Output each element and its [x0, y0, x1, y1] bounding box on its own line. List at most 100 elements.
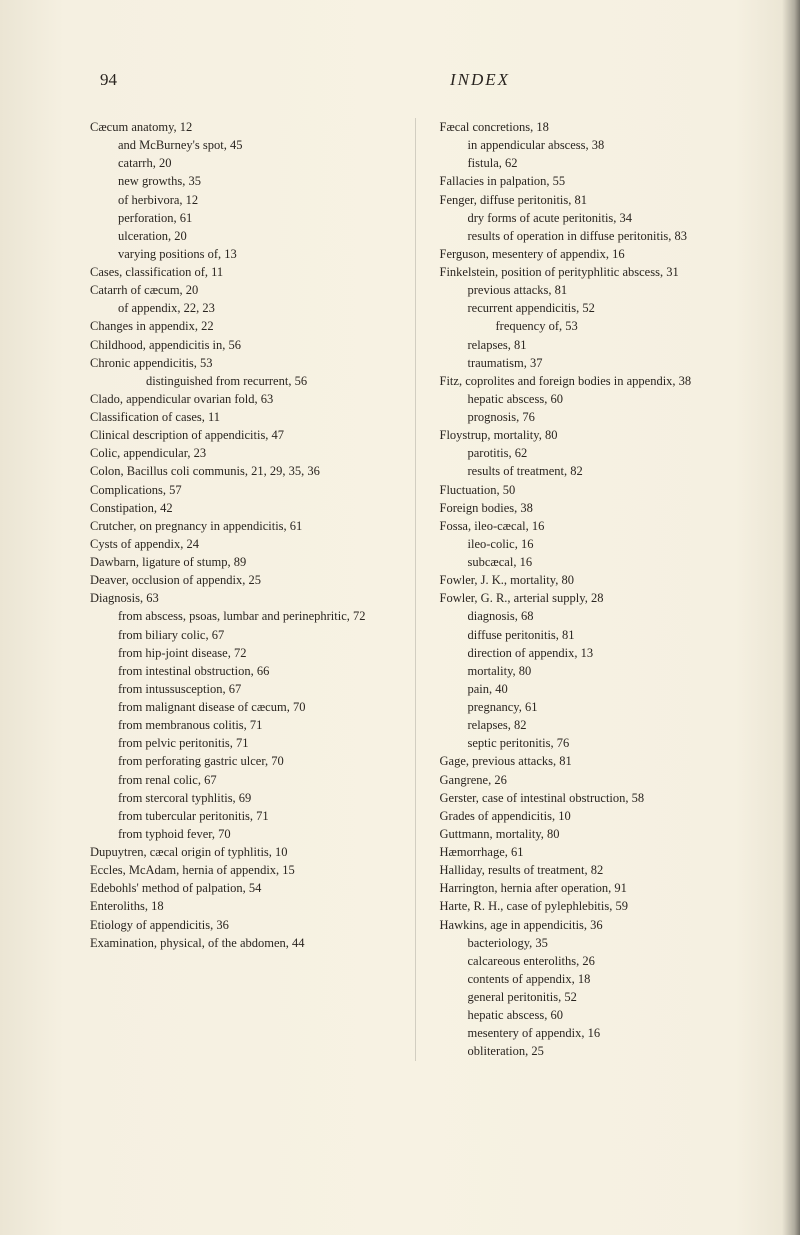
- index-entry: mesentery of appendix, 16: [440, 1024, 741, 1042]
- index-entry: traumatism, 37: [440, 354, 741, 372]
- index-entry: from perforating gastric ulcer, 70: [90, 752, 391, 770]
- index-entry: from hip-joint disease, 72: [90, 644, 391, 662]
- index-entry: Changes in appendix, 22: [90, 317, 391, 335]
- index-entry: of herbivora, 12: [90, 191, 391, 209]
- index-entry: Clado, appendicular ovarian fold, 63: [90, 390, 391, 408]
- index-entry: general peritonitis, 52: [440, 988, 741, 1006]
- index-entry: bacteriology, 35: [440, 934, 741, 952]
- index-entry: catarrh, 20: [90, 154, 391, 172]
- index-entry: Dupuytren, cæcal origin of typhlitis, 10: [90, 843, 391, 861]
- index-entry: results of treatment, 82: [440, 462, 741, 480]
- left-column: Cæcum anatomy, 12and McBurney's spot, 45…: [90, 118, 391, 1061]
- page-number: 94: [100, 70, 117, 90]
- index-entry: varying positions of, 13: [90, 245, 391, 263]
- index-entry: Halliday, results of treatment, 82: [440, 861, 741, 879]
- index-entry: from membranous colitis, 71: [90, 716, 391, 734]
- index-entry: Dawbarn, ligature of stump, 89: [90, 553, 391, 571]
- index-entry: from biliary colic, 67: [90, 626, 391, 644]
- index-entry: Fluctuation, 50: [440, 481, 741, 499]
- index-entry: Harrington, hernia after operation, 91: [440, 879, 741, 897]
- index-entry: Gangrene, 26: [440, 771, 741, 789]
- index-entry: Colic, appendicular, 23: [90, 444, 391, 462]
- index-entry: Ferguson, mesentery of appendix, 16: [440, 245, 741, 263]
- index-entry: Gerster, case of intestinal obstruction,…: [440, 789, 741, 807]
- index-entry: Hæmorrhage, 61: [440, 843, 741, 861]
- index-entry: obliteration, 25: [440, 1042, 741, 1060]
- index-entry: Fenger, diffuse peritonitis, 81: [440, 191, 741, 209]
- column-divider: [415, 118, 416, 1061]
- index-entry: Classification of cases, 11: [90, 408, 391, 426]
- index-entry: Chronic appendicitis, 53: [90, 354, 391, 372]
- index-entry: calcareous enteroliths, 26: [440, 952, 741, 970]
- index-entry: from stercoral typhlitis, 69: [90, 789, 391, 807]
- index-entry: perforation, 61: [90, 209, 391, 227]
- index-entry: Childhood, appendicitis in, 56: [90, 336, 391, 354]
- index-entry: septic peritonitis, 76: [440, 734, 741, 752]
- index-entry: Edebohls' method of palpation, 54: [90, 879, 391, 897]
- index-entry: direction of appendix, 13: [440, 644, 741, 662]
- index-columns: Cæcum anatomy, 12and McBurney's spot, 45…: [90, 118, 740, 1061]
- index-entry: Colon, Bacillus coli communis, 21, 29, 3…: [90, 462, 391, 480]
- index-entry: ulceration, 20: [90, 227, 391, 245]
- index-entry: Examination, physical, of the abdomen, 4…: [90, 934, 391, 952]
- index-entry: from pelvic peritonitis, 71: [90, 734, 391, 752]
- index-entry: prognosis, 76: [440, 408, 741, 426]
- index-entry: Cæcum anatomy, 12: [90, 118, 391, 136]
- page-edge-shadow: [782, 0, 800, 1235]
- index-entry: ileo-colic, 16: [440, 535, 741, 553]
- index-entry: Fallacies in palpation, 55: [440, 172, 741, 190]
- index-entry: diagnosis, 68: [440, 607, 741, 625]
- index-entry: recurrent appendicitis, 52: [440, 299, 741, 317]
- index-entry: pregnancy, 61: [440, 698, 741, 716]
- index-entry: dry forms of acute peritonitis, 34: [440, 209, 741, 227]
- index-entry: Cases, classification of, 11: [90, 263, 391, 281]
- index-entry: pain, 40: [440, 680, 741, 698]
- index-entry: Fowler, J. K., mortality, 80: [440, 571, 741, 589]
- index-entry: Diagnosis, 63: [90, 589, 391, 607]
- index-entry: from intussusception, 67: [90, 680, 391, 698]
- page-header: 94 INDEX: [90, 70, 740, 90]
- index-entry: of appendix, 22, 23: [90, 299, 391, 317]
- section-title: INDEX: [450, 70, 510, 90]
- index-entry: Enteroliths, 18: [90, 897, 391, 915]
- index-entry: Fæcal concretions, 18: [440, 118, 741, 136]
- index-entry: Deaver, occlusion of appendix, 25: [90, 571, 391, 589]
- index-entry: diffuse peritonitis, 81: [440, 626, 741, 644]
- index-entry: from tubercular peritonitis, 71: [90, 807, 391, 825]
- index-entry: from malignant disease of cæcum, 70: [90, 698, 391, 716]
- index-entry: fistula, 62: [440, 154, 741, 172]
- index-entry: from abscess, psoas, lumbar and perineph…: [90, 607, 391, 625]
- index-entry: Eccles, McAdam, hernia of appendix, 15: [90, 861, 391, 879]
- index-entry: subcæcal, 16: [440, 553, 741, 571]
- index-entry: frequency of, 53: [440, 317, 741, 335]
- index-entry: Catarrh of cæcum, 20: [90, 281, 391, 299]
- index-entry: previous attacks, 81: [440, 281, 741, 299]
- index-entry: Fossa, ileo-cæcal, 16: [440, 517, 741, 535]
- index-entry: Cysts of appendix, 24: [90, 535, 391, 553]
- index-entry: Complications, 57: [90, 481, 391, 499]
- index-entry: Harte, R. H., case of pylephlebitis, 59: [440, 897, 741, 915]
- index-entry: Foreign bodies, 38: [440, 499, 741, 517]
- index-entry: Grades of appendicitis, 10: [440, 807, 741, 825]
- index-entry: mortality, 80: [440, 662, 741, 680]
- index-entry: relapses, 82: [440, 716, 741, 734]
- index-entry: Floystrup, mortality, 80: [440, 426, 741, 444]
- index-entry: and McBurney's spot, 45: [90, 136, 391, 154]
- index-entry: new growths, 35: [90, 172, 391, 190]
- index-entry: from renal colic, 67: [90, 771, 391, 789]
- index-entry: Guttmann, mortality, 80: [440, 825, 741, 843]
- index-entry: Finkelstein, position of perityphlitic a…: [440, 263, 741, 281]
- index-entry: Gage, previous attacks, 81: [440, 752, 741, 770]
- index-entry: parotitis, 62: [440, 444, 741, 462]
- index-entry: contents of appendix, 18: [440, 970, 741, 988]
- index-entry: results of operation in diffuse peritoni…: [440, 227, 741, 245]
- index-page: 94 INDEX Cæcum anatomy, 12and McBurney's…: [0, 0, 800, 1235]
- index-entry: Etiology of appendicitis, 36: [90, 916, 391, 934]
- index-entry: hepatic abscess, 60: [440, 1006, 741, 1024]
- index-entry: Fitz, coprolites and foreign bodies in a…: [440, 372, 741, 390]
- index-entry: hepatic abscess, 60: [440, 390, 741, 408]
- right-column: Fæcal concretions, 18in appendicular abs…: [440, 118, 741, 1061]
- index-entry: in appendicular abscess, 38: [440, 136, 741, 154]
- index-entry: from typhoid fever, 70: [90, 825, 391, 843]
- index-entry: Constipation, 42: [90, 499, 391, 517]
